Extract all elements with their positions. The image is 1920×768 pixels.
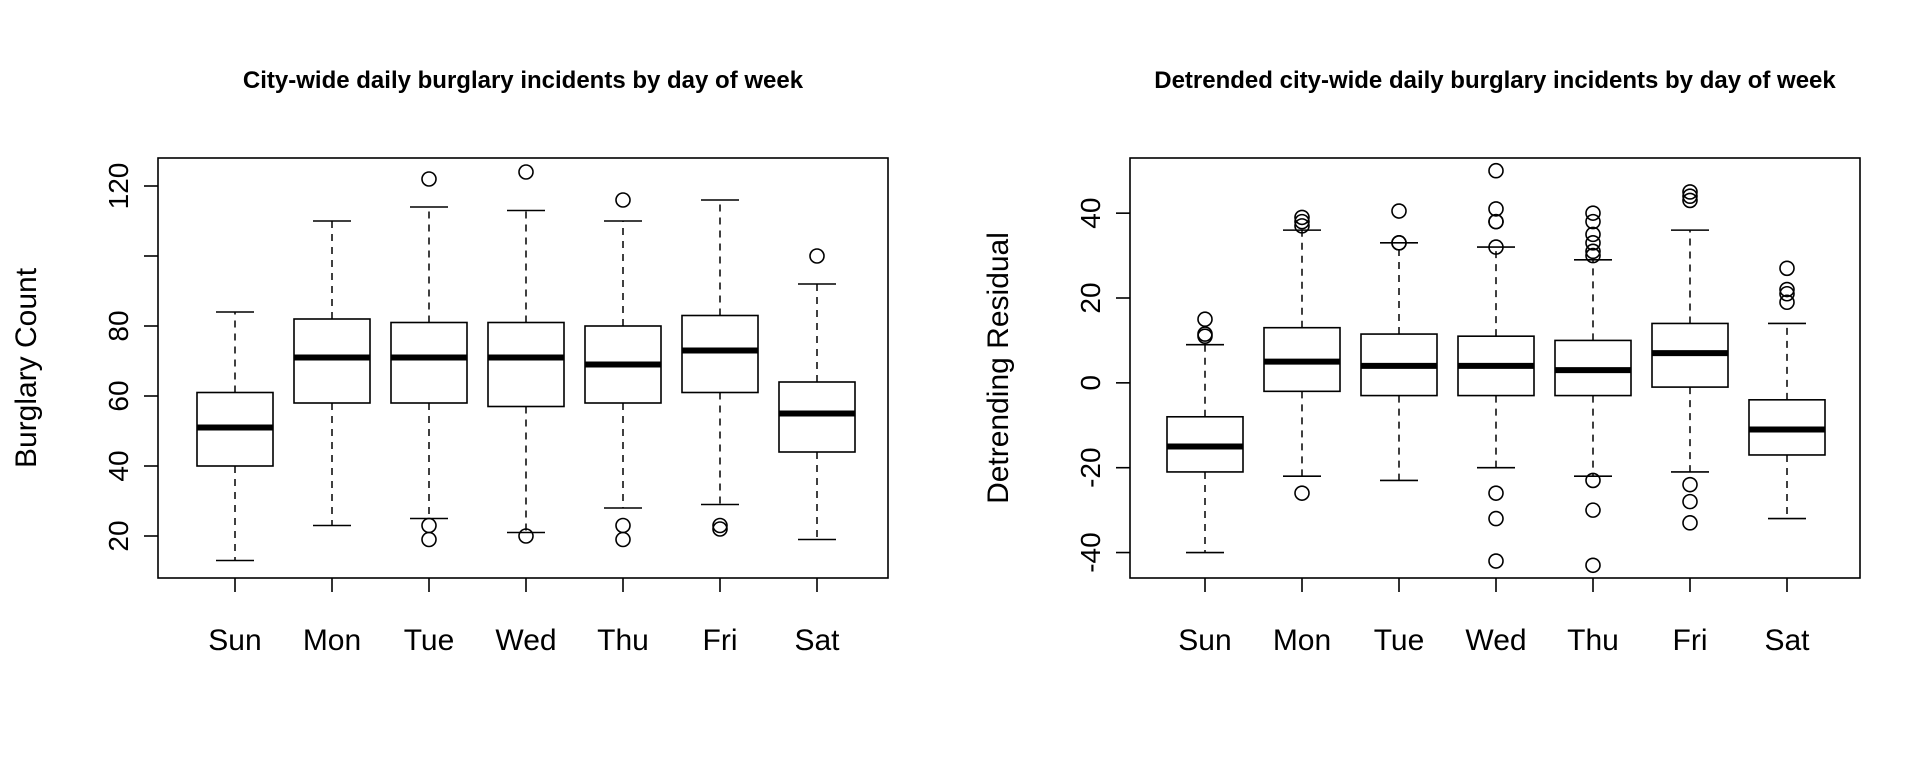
outlier-point xyxy=(1488,162,1504,179)
outlier-point xyxy=(1585,247,1601,264)
iqr-box xyxy=(681,314,759,394)
outlier-point xyxy=(1779,294,1795,311)
y-tick-label: 40 xyxy=(1075,198,1106,229)
y-tick-label: -20 xyxy=(1075,447,1106,487)
x-tick-label: Sun xyxy=(1178,624,1231,657)
outlier-point xyxy=(421,171,437,187)
y-tick-label: 40 xyxy=(103,450,134,481)
iqr-box xyxy=(778,381,856,453)
iqr-box xyxy=(390,321,468,404)
outlier-point xyxy=(1391,203,1407,219)
x-tick-label: Mon xyxy=(303,624,361,657)
outlier-point xyxy=(1488,553,1504,569)
x-tick-label: Sun xyxy=(208,624,261,657)
outlier-point xyxy=(1585,205,1601,221)
outlier-point xyxy=(809,248,825,264)
outlier-point xyxy=(518,528,534,544)
outlier-point xyxy=(421,517,437,534)
outlier-point xyxy=(615,192,631,208)
iqr-box xyxy=(487,321,565,408)
chart-title: City-wide daily burglary incidents by da… xyxy=(243,67,804,94)
outlier-point xyxy=(1488,485,1504,501)
y-tick-label: 20 xyxy=(1075,282,1106,313)
plot-frame xyxy=(1129,157,1861,579)
outlier-point xyxy=(1488,239,1504,255)
outlier-point xyxy=(1682,188,1698,204)
outlier-point xyxy=(712,517,728,534)
box-sat: Sat xyxy=(778,248,856,657)
outlier-point xyxy=(1197,311,1213,328)
box-mon: Mon xyxy=(293,220,371,657)
outlier-point xyxy=(1585,472,1601,489)
x-tick-label: Sat xyxy=(794,624,840,657)
box-sun: Sun xyxy=(1166,311,1244,657)
outlier-point xyxy=(1585,502,1601,518)
outlier-point xyxy=(1585,557,1601,574)
y-tick-label: -40 xyxy=(1075,532,1106,572)
outlier-point xyxy=(1294,218,1310,234)
y-axis-label: Detrending Residual xyxy=(982,232,1015,504)
x-tick-label: Thu xyxy=(597,624,649,657)
outlier-point xyxy=(1682,184,1698,200)
chart-title: Detrended city-wide daily burglary incid… xyxy=(1154,67,1836,94)
box-wed: Wed xyxy=(1457,162,1535,657)
y-tick-label: 60 xyxy=(103,380,134,411)
outlier-point xyxy=(1682,515,1698,531)
outlier-point xyxy=(1585,235,1601,251)
x-tick-label: Mon xyxy=(1273,624,1331,657)
x-tick-label: Fri xyxy=(703,624,738,657)
outlier-point xyxy=(1294,213,1310,230)
outlier-point xyxy=(1779,260,1795,277)
iqr-box xyxy=(293,318,371,404)
x-tick-label: Wed xyxy=(495,624,556,657)
box-thu: Thu xyxy=(584,192,662,657)
outlier-point xyxy=(1391,235,1407,251)
x-tick-label: Thu xyxy=(1567,624,1619,657)
outlier-point xyxy=(421,531,437,548)
outlier-point xyxy=(1488,213,1504,230)
box-fri: Fri xyxy=(681,199,759,657)
outlier-point xyxy=(1779,285,1795,302)
y-tick-label: 80 xyxy=(103,310,134,341)
outlier-point xyxy=(1585,243,1601,260)
outlier-point xyxy=(1682,192,1698,209)
box-sat: Sat xyxy=(1748,260,1826,657)
box-sun: Sun xyxy=(196,311,274,657)
outlier-point xyxy=(712,521,728,537)
outlier-point xyxy=(1488,510,1504,527)
outlier-point xyxy=(615,531,631,548)
x-tick-label: Tue xyxy=(1374,624,1425,657)
box-tue: Tue xyxy=(1360,203,1438,657)
box-tue: Tue xyxy=(390,171,468,657)
outlier-point xyxy=(1682,476,1698,493)
y-tick-label: 20 xyxy=(103,520,134,551)
outlier-point xyxy=(615,517,631,534)
plot-frame xyxy=(157,157,889,579)
x-tick-label: Tue xyxy=(404,624,455,657)
box-thu: Thu xyxy=(1554,205,1632,657)
outlier-point xyxy=(1294,209,1310,226)
y-axis-label: Burglary Count xyxy=(10,267,43,468)
x-tick-label: Wed xyxy=(1465,624,1526,657)
box-fri: Fri xyxy=(1651,184,1729,657)
box-wed: Wed xyxy=(487,164,565,657)
outlier-point xyxy=(1488,201,1504,217)
x-tick-label: Sat xyxy=(1764,624,1810,657)
chart-panel-2: Detrended city-wide daily burglary incid… xyxy=(982,67,1861,657)
outlier-point xyxy=(1682,493,1698,510)
y-tick-label: 0 xyxy=(1075,375,1106,391)
y-tick-label: 120 xyxy=(103,163,134,210)
outlier-point xyxy=(1294,485,1310,501)
outlier-point xyxy=(1585,213,1601,230)
box-mon: Mon xyxy=(1263,209,1341,657)
outlier-point xyxy=(1585,226,1601,243)
outlier-point xyxy=(518,164,534,180)
chart-panel-1: City-wide daily burglary incidents by da… xyxy=(10,67,889,657)
outlier-point xyxy=(1197,328,1213,344)
x-tick-label: Fri xyxy=(1673,624,1708,657)
outlier-point xyxy=(1779,281,1795,298)
